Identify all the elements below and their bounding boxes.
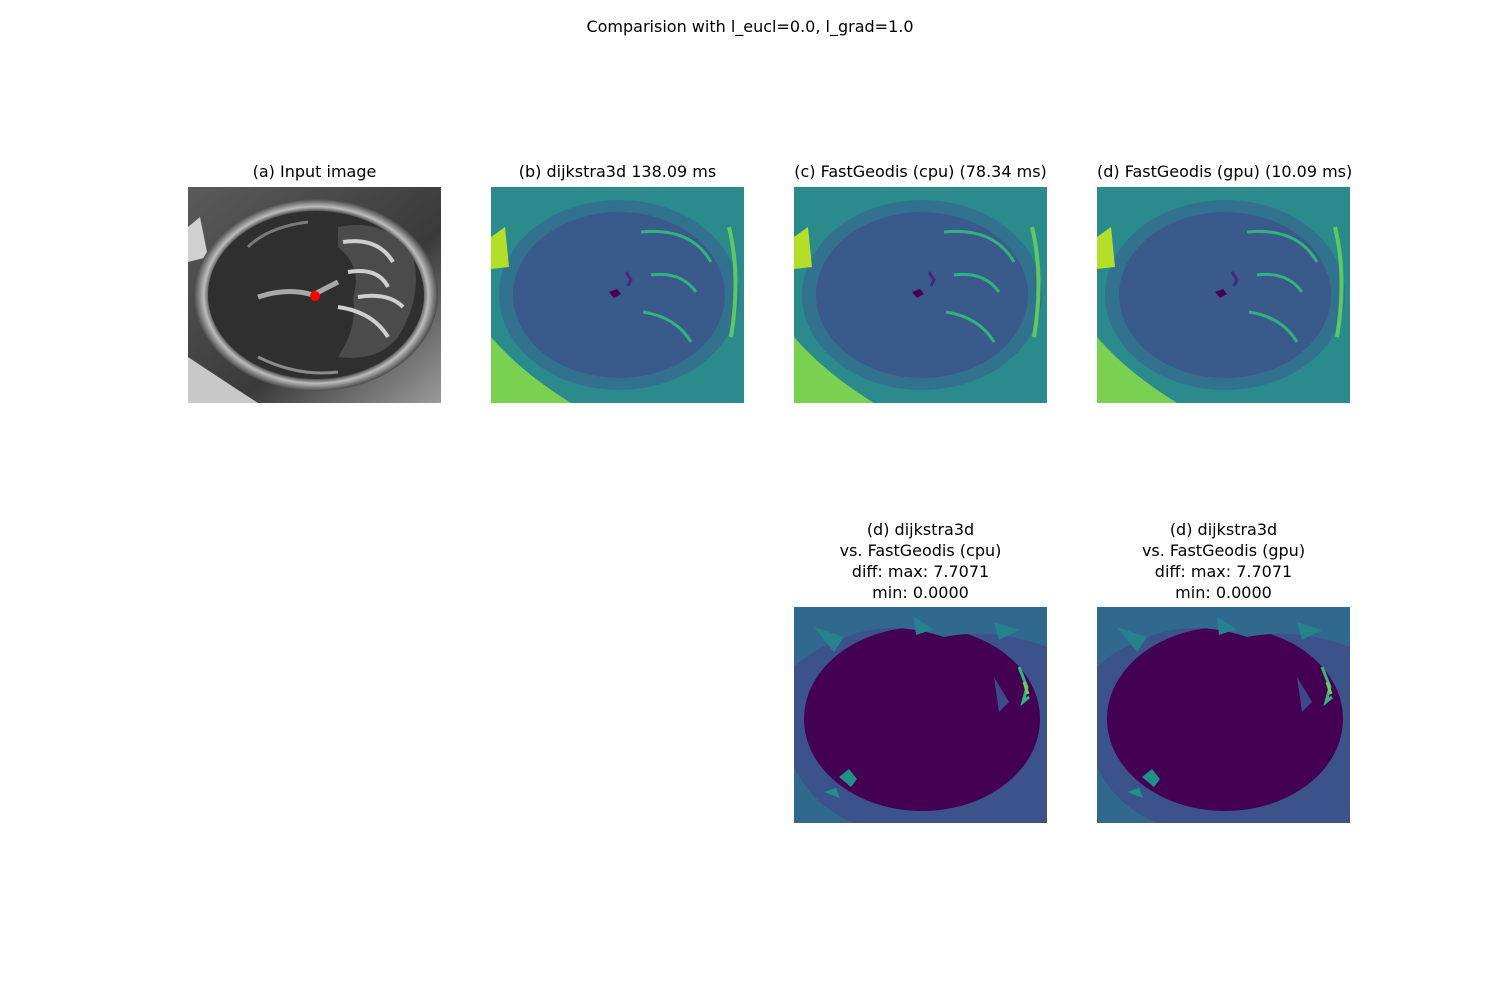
- panel-e-title: (d) dijkstra3d vs. FastGeodis (cpu) diff…: [794, 519, 1047, 603]
- fastgeodis-gpu-distance-map: [1097, 187, 1350, 403]
- panel-f-title-line: min: 0.0000: [1175, 583, 1272, 602]
- panel-f-title-line: (d) dijkstra3d: [1169, 520, 1278, 539]
- dijkstra3d-distance-map: [491, 187, 744, 403]
- panel-e-title-line: (d) dijkstra3d: [866, 520, 975, 539]
- panel-f-title-line: diff: max: 7.7071: [1154, 562, 1293, 581]
- panel-f-title-line: vs. FastGeodis (gpu): [1141, 541, 1306, 560]
- panel-c-title: (c) FastGeodis (cpu) (78.34 ms): [794, 162, 1047, 181]
- panel-a-title: (a) Input image: [252, 162, 377, 181]
- seed-point: [310, 291, 320, 301]
- diff-map-gpu: [1097, 607, 1350, 823]
- panel-e-title-line: vs. FastGeodis (cpu): [839, 541, 1002, 560]
- panel-f-title: (d) dijkstra3d vs. FastGeodis (gpu) diff…: [1097, 519, 1350, 603]
- panel-d-title: (d) FastGeodis (gpu) (10.09 ms): [1097, 162, 1353, 181]
- panel-b-title: (b) dijkstra3d 138.09 ms: [518, 162, 717, 181]
- panel-e-title-line: min: 0.0000: [872, 583, 969, 602]
- diff-map-cpu: [794, 607, 1047, 823]
- input-image-panel: [188, 187, 441, 403]
- panel-e-title-line: diff: max: 7.7071: [851, 562, 990, 581]
- figure-title: Comparision with l_eucl=0.0, l_grad=1.0: [586, 17, 914, 36]
- fastgeodis-cpu-distance-map: [794, 187, 1047, 403]
